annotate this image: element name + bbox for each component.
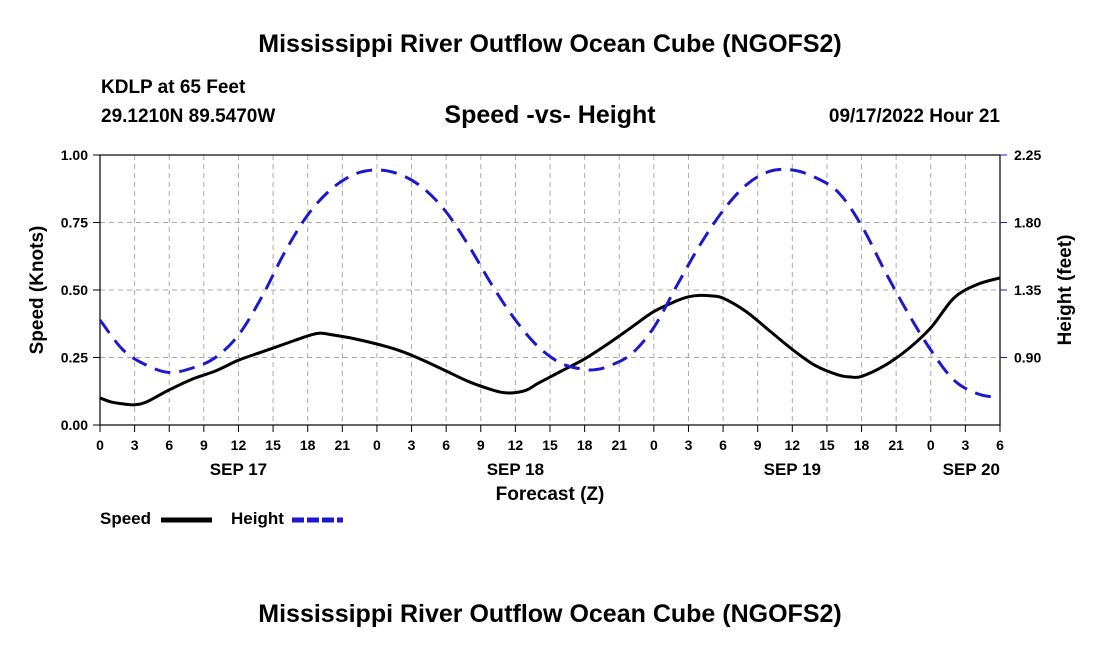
x-tick-label: 9 xyxy=(200,437,208,453)
x-tick-label: 6 xyxy=(165,437,173,453)
x-tick-label: 21 xyxy=(611,437,627,453)
x-tick-label: 3 xyxy=(685,437,693,453)
x-tick-label: 18 xyxy=(577,437,593,453)
x-tick-label: 12 xyxy=(231,437,247,453)
y-tick-label: 0.50 xyxy=(61,282,88,298)
y2-tick-label: 2.25 xyxy=(1014,147,1041,163)
y2-tick-label: 1.80 xyxy=(1014,215,1041,231)
y-tick-label: 0.25 xyxy=(61,350,88,366)
x-day-label: SEP 18 xyxy=(487,460,544,479)
y-tick-label: 1.00 xyxy=(61,147,88,163)
x-tick-label: 18 xyxy=(300,437,316,453)
x-tick-label: 9 xyxy=(754,437,762,453)
x-tick-label: 6 xyxy=(719,437,727,453)
legend-speed-label: Speed xyxy=(100,509,152,528)
x-tick-label: 3 xyxy=(961,437,969,453)
x-tick-label: 3 xyxy=(408,437,416,453)
bottom-title: Mississippi River Outflow Ocean Cube (NG… xyxy=(258,600,842,628)
x-tick-label: 12 xyxy=(508,437,524,453)
x-tick-label: 0 xyxy=(650,437,658,453)
station-label: KDLP at 65 Feet xyxy=(101,77,246,98)
x-tick-label: 15 xyxy=(819,437,835,453)
x-tick-label: 9 xyxy=(477,437,485,453)
x-day-label: SEP 19 xyxy=(764,460,821,479)
series-line-height xyxy=(98,167,1001,400)
x-tick-label: 12 xyxy=(785,437,801,453)
x-tick-label: 0 xyxy=(927,437,935,453)
y-tick-label: 0.75 xyxy=(61,215,88,231)
y2-tick-label: 0.90 xyxy=(1014,350,1041,366)
y2-tick-label: 1.35 xyxy=(1014,282,1041,298)
legend-height-label: Height xyxy=(231,509,284,528)
forecast-datetime: 09/17/2022 Hour 21 xyxy=(828,106,1000,127)
x-tick-label: 0 xyxy=(373,437,381,453)
x-tick-label: 3 xyxy=(131,437,139,453)
x-tick-label: 6 xyxy=(442,437,450,453)
chart-title: Mississippi River Outflow Ocean Cube (NG… xyxy=(258,30,842,58)
x-day-label: SEP 17 xyxy=(210,460,267,479)
chart-subtitle: Speed -vs- Height xyxy=(444,101,656,129)
y-tick-label: 0.00 xyxy=(61,417,88,433)
x-tick-label: 21 xyxy=(888,437,904,453)
x-tick-label: 18 xyxy=(854,437,870,453)
station-coordinates: 29.1210N 89.5470W xyxy=(101,106,276,127)
x-tick-label: 0 xyxy=(96,437,104,453)
x-day-label: SEP 20 xyxy=(943,460,1000,479)
x-axis-label: Forecast (Z) xyxy=(496,484,605,505)
x-tick-label: 15 xyxy=(542,437,558,453)
x-tick-label: 6 xyxy=(996,437,1004,453)
y2-axis-label: Height (feet) xyxy=(1055,235,1076,346)
y-axis-label: Speed (Knots) xyxy=(27,226,48,355)
x-tick-label: 15 xyxy=(265,437,281,453)
series-line-speed xyxy=(99,276,1001,407)
x-tick-label: 21 xyxy=(335,437,351,453)
